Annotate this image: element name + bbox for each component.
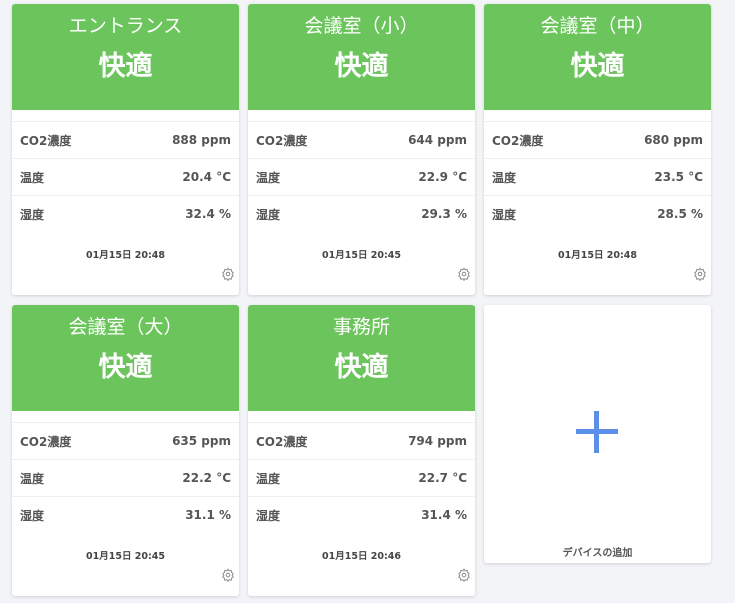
comfort-status: 快適 [334,352,389,383]
metric-value: 22.9 °C [418,170,467,184]
metric-row: 温度 20.4 °C [12,159,239,196]
gear-icon[interactable] [221,267,235,281]
metric-row: 湿度 31.1 % [12,497,239,533]
device-header: 会議室（中） 快適 [484,4,711,110]
metric-label: 温度 [256,471,281,486]
metric-label: 温度 [20,170,45,185]
device-name: 会議室（小） [304,15,419,37]
metric-row: 湿度 29.3 % [248,196,475,232]
metric-value: 20.4 °C [182,170,231,184]
comfort-status: 快適 [570,51,625,82]
device-name: 会議室（大） [68,316,183,338]
device-header: 会議室（大） 快適 [12,305,239,411]
timestamp: 01月15日 20:48 [558,250,637,261]
metric-row: 温度 23.5 °C [484,159,711,196]
metric-label: CO2濃度 [20,434,72,449]
device-card[interactable]: 会議室（中） 快適 CO2濃度 680 ppm 温度 23.5 °C 湿度 28.5 % … [484,4,711,295]
metrics-list: CO2濃度 794 ppm 温度 22.7 °C 湿度 31.4 % [248,422,475,533]
metric-label: 温度 [492,170,517,185]
metric-value: 680 ppm [644,133,703,147]
timestamp: 01月15日 20:45 [86,551,165,562]
metric-label: 湿度 [256,508,281,523]
metric-label: 温度 [20,471,45,486]
metric-value: 31.4 % [421,508,467,522]
device-card[interactable]: 事務所 快適 CO2濃度 794 ppm 温度 22.7 °C 湿度 31.4 % 01月… [248,305,475,596]
metrics-list: CO2濃度 888 ppm 温度 20.4 °C 湿度 32.4 % [12,121,239,232]
device-card[interactable]: 会議室（大） 快適 CO2濃度 635 ppm 温度 22.2 °C 湿度 31.1 % … [12,305,239,596]
metric-label: 温度 [256,170,281,185]
device-header: エントランス 快適 [12,4,239,110]
comfort-status: 快適 [98,352,153,383]
device-header: 事務所 快適 [248,305,475,411]
metric-row: 温度 22.7 °C [248,460,475,497]
metric-row: 湿度 28.5 % [484,196,711,232]
metric-label: CO2濃度 [256,133,308,148]
metric-label: 湿度 [256,207,281,222]
metric-label: 湿度 [20,508,45,523]
timestamp: 01月15日 20:48 [86,250,165,261]
metric-value: 28.5 % [657,207,703,221]
metric-row: 温度 22.9 °C [248,159,475,196]
metric-label: 湿度 [20,207,45,222]
comfort-status: 快適 [334,51,389,82]
metric-label: CO2濃度 [492,133,544,148]
device-header: 会議室（小） 快適 [248,4,475,110]
comfort-status: 快適 [98,51,153,82]
add-device-label: デバイスの追加 [562,548,633,559]
metric-value: 888 ppm [172,133,231,147]
metric-value: 22.2 °C [182,471,231,485]
metric-label: CO2濃度 [20,133,72,148]
metric-label: 湿度 [492,207,517,222]
metric-value: 635 ppm [172,434,231,448]
timestamp: 01月15日 20:46 [322,551,401,562]
plus-icon [576,411,618,453]
metric-row: 湿度 31.4 % [248,497,475,533]
device-card[interactable]: 会議室（小） 快適 CO2濃度 644 ppm 温度 22.9 °C 湿度 29.3 % … [248,4,475,295]
gear-icon[interactable] [221,568,235,582]
metrics-list: CO2濃度 644 ppm 温度 22.9 °C 湿度 29.3 % [248,121,475,232]
device-card[interactable]: エントランス 快適 CO2濃度 888 ppm 温度 20.4 °C 湿度 32.4 % … [12,4,239,295]
metric-value: 23.5 °C [654,170,703,184]
metric-row: 湿度 32.4 % [12,196,239,232]
gear-icon[interactable] [457,568,471,582]
gear-icon[interactable] [457,267,471,281]
metric-row: CO2濃度 635 ppm [12,423,239,460]
metric-value: 31.1 % [185,508,231,522]
metric-value: 644 ppm [408,133,467,147]
device-name: 事務所 [332,316,390,338]
metric-value: 29.3 % [421,207,467,221]
metric-row: CO2濃度 888 ppm [12,122,239,159]
metric-value: 32.4 % [185,207,231,221]
device-name: エントランス [68,15,183,37]
metrics-list: CO2濃度 635 ppm 温度 22.2 °C 湿度 31.1 % [12,422,239,533]
metric-value: 794 ppm [408,434,467,448]
metric-row: CO2濃度 644 ppm [248,122,475,159]
device-name: 会議室（中） [540,15,655,37]
metric-value: 22.7 °C [418,471,467,485]
gear-icon[interactable] [693,267,707,281]
metric-row: 温度 22.2 °C [12,460,239,497]
metric-label: CO2濃度 [256,434,308,449]
add-device-button[interactable]: デバイスの追加 [484,305,711,563]
metric-row: CO2濃度 794 ppm [248,423,475,460]
timestamp: 01月15日 20:45 [322,250,401,261]
metrics-list: CO2濃度 680 ppm 温度 23.5 °C 湿度 28.5 % [484,121,711,232]
metric-row: CO2濃度 680 ppm [484,122,711,159]
